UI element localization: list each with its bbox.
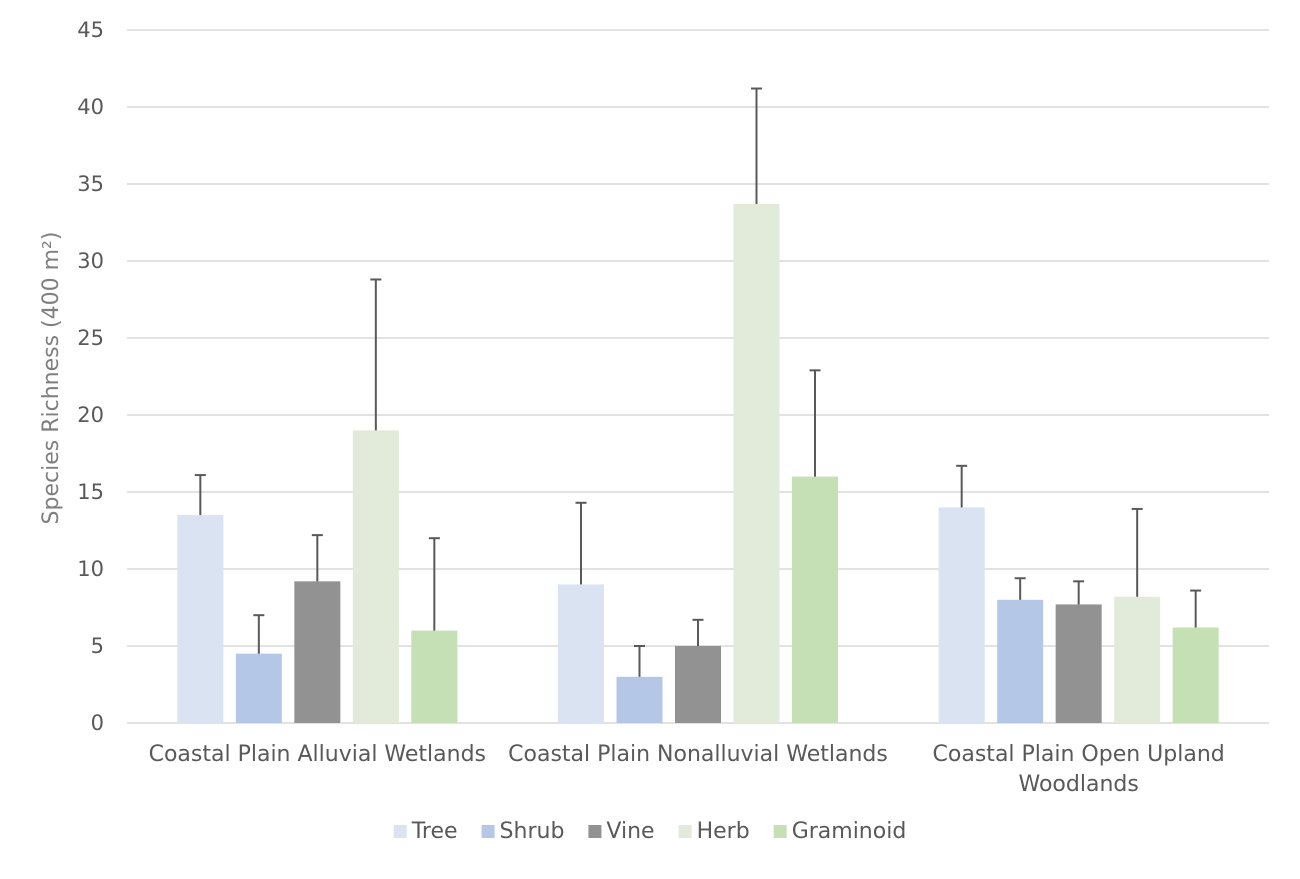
y-tick-label: 5: [91, 634, 104, 658]
category-label: Woodlands: [1019, 772, 1139, 797]
legend-label: Shrub: [500, 819, 565, 844]
bar-shrub: [235, 653, 282, 723]
category-label: Coastal Plain Alluvial Wetlands: [149, 742, 486, 767]
legend: Tree Shrub Vine Herb Graminoid: [393, 819, 907, 844]
bar-tree: [558, 584, 604, 723]
legend-label: Herb: [697, 819, 750, 844]
legend-swatch: [393, 825, 407, 838]
legend-item-vine: Vine: [588, 819, 655, 844]
bar-herb: [733, 204, 780, 723]
y-tick-label: 10: [77, 557, 104, 581]
y-axis-label: Species Richness (400 m²): [39, 232, 64, 525]
y-axis-ticks: 0 5 10 15 20 25 30 35 40 45: [77, 18, 104, 735]
category-label: Coastal Plain Nonalluvial Wetlands: [508, 742, 888, 767]
legend-label: Tree: [411, 819, 458, 844]
legend-swatch: [588, 825, 602, 838]
legend-item-tree: Tree: [393, 819, 458, 844]
error-bars: [194, 87, 1202, 677]
legend-swatch: [773, 825, 787, 838]
bar-herb: [1114, 596, 1161, 723]
bar-graminoid: [411, 630, 458, 723]
y-tick-label: 0: [91, 711, 104, 735]
bar-graminoid: [1172, 627, 1219, 723]
bars: [177, 204, 1219, 723]
y-tick-label: 45: [77, 18, 104, 42]
y-tick-label: 30: [77, 249, 104, 273]
y-tick-label: 35: [77, 172, 104, 196]
legend-item-herb: Herb: [678, 819, 750, 844]
legend-swatch: [678, 825, 692, 838]
bar-tree: [177, 515, 224, 723]
bar-graminoid: [792, 476, 838, 723]
legend-label: Graminoid: [792, 819, 907, 844]
category-labels: Coastal Plain Alluvial Wetlands Coastal P…: [149, 742, 1225, 797]
bar-vine: [294, 581, 341, 723]
legend-label: Vine: [606, 819, 654, 844]
y-tick-label: 20: [77, 403, 104, 427]
bar-shrub: [997, 599, 1044, 723]
bar-shrub: [616, 676, 663, 723]
bar-herb: [352, 430, 399, 723]
y-tick-label: 15: [77, 480, 104, 504]
y-tick-label: 40: [77, 95, 104, 119]
bar-vine: [1055, 604, 1102, 723]
category-label: Coastal Plain Open Upland: [933, 742, 1225, 767]
y-tick-label: 25: [77, 326, 104, 350]
legend-swatch: [481, 825, 495, 838]
bar-tree: [938, 507, 985, 723]
legend-item-shrub: Shrub: [481, 819, 565, 844]
legend-item-graminoid: Graminoid: [773, 819, 907, 844]
bar-vine: [675, 646, 721, 723]
